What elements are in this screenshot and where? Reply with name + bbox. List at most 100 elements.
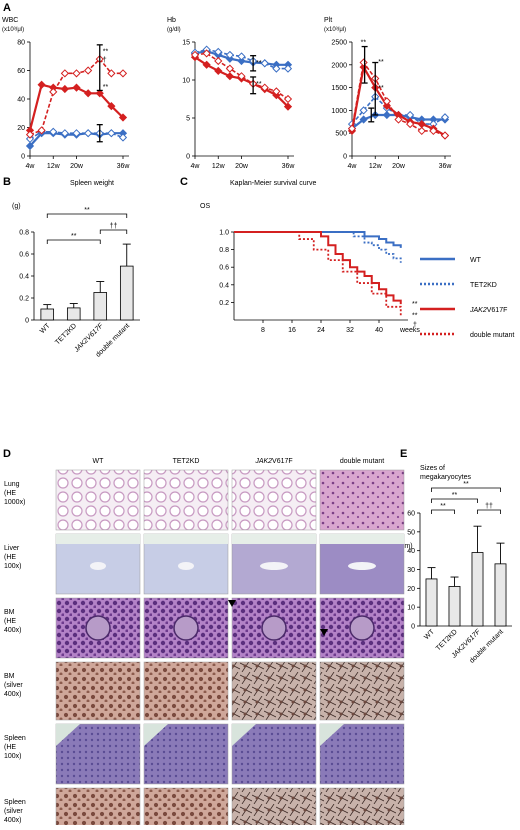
spleen-bar bbox=[66, 307, 81, 321]
hb-x-tick-label: 12w bbox=[212, 163, 226, 170]
hb-point bbox=[260, 59, 269, 68]
histology-column-header: JAK2V617F bbox=[254, 458, 292, 465]
spleen-bracket-label: ** bbox=[71, 233, 77, 240]
hb-point bbox=[225, 64, 234, 73]
plt-annotation: ** bbox=[361, 39, 367, 46]
hb-y-tick-label: 10 bbox=[182, 78, 190, 85]
histology-row-label: (silver bbox=[4, 682, 23, 689]
wbc-point bbox=[37, 126, 46, 135]
megakaryocytes-bar bbox=[494, 563, 507, 627]
plt-point bbox=[406, 119, 415, 129]
histology-image bbox=[55, 787, 141, 830]
histology-image bbox=[55, 469, 141, 531]
histology-row-label: 400x) bbox=[4, 691, 22, 698]
megakaryocytes-y-tick-label: 60 bbox=[407, 511, 415, 518]
hb-point bbox=[214, 66, 223, 75]
spleen-bar bbox=[40, 308, 55, 321]
plt-point bbox=[382, 97, 391, 106]
mk-bracket-label: ** bbox=[463, 481, 469, 488]
histology-image bbox=[55, 723, 141, 785]
spleen-bracket-label: †† bbox=[110, 223, 118, 230]
spleen-bracket bbox=[46, 239, 101, 244]
histology-image-edge bbox=[232, 724, 256, 746]
wbc-point bbox=[72, 83, 81, 92]
hb-point bbox=[214, 56, 223, 66]
wbc-y-tick-label: 40 bbox=[17, 97, 25, 104]
histology-row-label: 400x) bbox=[4, 817, 22, 824]
mk-bracket bbox=[431, 498, 478, 503]
histology-image bbox=[143, 787, 229, 830]
plt-annotation: ** bbox=[378, 85, 384, 92]
plt-y-tick-label: 2500 bbox=[331, 40, 347, 47]
hb-point bbox=[272, 87, 281, 96]
survival-x-tick-label: 8 bbox=[261, 327, 265, 334]
survival-annotation: ** bbox=[412, 313, 418, 320]
mk-bracket-label: ** bbox=[440, 503, 446, 510]
histology-image bbox=[231, 787, 317, 830]
plt-point bbox=[440, 113, 450, 122]
survival-x-tick-label: 24 bbox=[317, 327, 325, 334]
histology-row-label: Liver bbox=[4, 545, 20, 552]
survival-y-tick-label: 0.2 bbox=[219, 300, 229, 307]
wbc-point bbox=[107, 102, 116, 111]
histology-image-edge bbox=[56, 534, 140, 544]
megakaryocyte bbox=[173, 615, 199, 641]
mk-bracket bbox=[477, 509, 501, 514]
survival-y-tick-label: 0.4 bbox=[219, 282, 229, 289]
wbc-point bbox=[72, 129, 81, 138]
spleen-category-label: WT bbox=[39, 322, 52, 335]
plt-point bbox=[359, 115, 368, 124]
hb-y-tick-label: 0 bbox=[186, 154, 190, 161]
histology-image bbox=[319, 723, 405, 785]
wbc-point bbox=[118, 133, 128, 142]
megakaryocyte bbox=[85, 615, 111, 641]
spleen-y-tick-label: 0.4 bbox=[19, 274, 29, 281]
plt-point bbox=[359, 58, 368, 67]
hb-x-tick-label: 36w bbox=[282, 163, 296, 170]
survival-series-line bbox=[234, 231, 402, 248]
hb-point bbox=[283, 94, 293, 104]
panel-label-b: B bbox=[3, 176, 11, 188]
wbc-point bbox=[25, 130, 35, 139]
plt-x-tick-label: 36w bbox=[439, 163, 453, 170]
survival-series-line bbox=[234, 231, 402, 263]
histology-image bbox=[143, 469, 229, 531]
megakaryocytes-y-tick-label: 30 bbox=[407, 567, 415, 574]
hb-point bbox=[260, 83, 269, 92]
megakaryocyte bbox=[261, 615, 287, 641]
hb-point bbox=[225, 50, 234, 60]
wbc-y-tick-label: 0 bbox=[21, 154, 25, 161]
hb-x-tick-label: 4w bbox=[191, 163, 201, 170]
panel-label-a: A bbox=[3, 2, 11, 14]
mk-unit: (μm) bbox=[398, 543, 413, 550]
wbc-y-tick-label: 20 bbox=[17, 125, 25, 132]
plt-point bbox=[359, 62, 368, 72]
spleen-category-label: TET2KD bbox=[54, 322, 78, 346]
histology-image-edge bbox=[320, 534, 404, 544]
hb-y-tick-label: 5 bbox=[186, 116, 190, 123]
wbc-point bbox=[84, 66, 93, 75]
spleen-bracket-label: ** bbox=[84, 207, 90, 214]
wbc-point bbox=[25, 141, 35, 151]
spleen-y-tick-label: 0 bbox=[25, 318, 29, 325]
histology-image bbox=[143, 723, 229, 785]
wbc-annotation: † bbox=[103, 57, 107, 64]
wbc-point bbox=[84, 89, 93, 98]
wbc-x-tick-label: 4w bbox=[26, 163, 36, 170]
plt-y-tick-label: 1000 bbox=[331, 108, 347, 115]
hb-y-tick-label: 15 bbox=[182, 40, 190, 47]
histology-column-header: WT bbox=[93, 458, 105, 465]
hb-unit: (g/dl) bbox=[167, 27, 181, 33]
histology-vessel bbox=[260, 562, 288, 570]
legend-label: double mutant bbox=[470, 332, 514, 339]
hb-point bbox=[225, 72, 234, 81]
hb-point bbox=[283, 64, 293, 73]
wbc-y-tick-label: 60 bbox=[17, 68, 25, 75]
megakaryocytes-bar bbox=[425, 578, 438, 627]
mk-title-1: Sizes of bbox=[420, 465, 445, 472]
panel-label-c: C bbox=[180, 176, 188, 188]
arrowhead-marker bbox=[228, 600, 236, 607]
wbc-annotation: ** bbox=[103, 48, 109, 55]
histology-image bbox=[231, 661, 317, 721]
